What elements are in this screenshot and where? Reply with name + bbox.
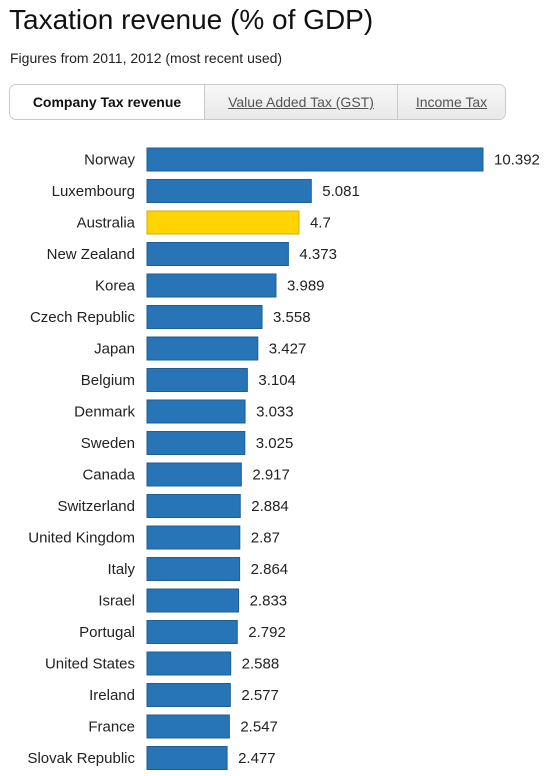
value-label: 2.864 [251, 561, 289, 578]
bar[interactable] [146, 651, 232, 676]
category-label: Ireland [89, 687, 135, 704]
value-label: 2.87 [251, 530, 280, 547]
category-label: Portugal [79, 624, 135, 641]
value-label: 3.558 [273, 309, 311, 326]
value-label: 2.547 [240, 719, 278, 736]
value-label: 2.792 [248, 624, 286, 641]
value-label: 2.577 [241, 687, 279, 704]
bar[interactable] [146, 147, 484, 172]
bar[interactable] [146, 273, 277, 298]
value-label: 5.081 [322, 183, 360, 200]
category-label: Czech Republic [30, 309, 136, 326]
value-label: 4.373 [299, 246, 337, 263]
bar[interactable] [146, 525, 241, 550]
value-label: 3.104 [258, 372, 296, 389]
tab-value-added-tax[interactable]: Value Added Tax (GST) [204, 85, 397, 119]
bar[interactable] [146, 336, 259, 361]
value-label: 4.7 [310, 215, 331, 232]
bar[interactable] [146, 399, 246, 424]
category-label: Australia [77, 215, 136, 232]
tab-bar: Company Tax revenue Value Added Tax (GST… [9, 84, 506, 120]
bar[interactable] [146, 620, 238, 644]
category-label: Switzerland [57, 498, 135, 515]
bar[interactable] [146, 588, 240, 613]
bar[interactable] [146, 714, 230, 739]
tab-income-tax[interactable]: Income Tax [397, 85, 505, 119]
tab-company-tax[interactable]: Company Tax revenue [10, 85, 204, 119]
page-title: Taxation revenue (% of GDP) [9, 4, 374, 35]
category-label: Denmark [74, 404, 135, 421]
bar[interactable] [146, 557, 241, 581]
bar-highlighted[interactable] [146, 210, 300, 235]
category-label: Luxembourg [52, 183, 135, 200]
page-subtitle: Figures from 2011, 2012 (most recent use… [10, 50, 283, 66]
bar[interactable] [146, 242, 289, 266]
category-label: France [88, 719, 135, 736]
category-label: Japan [94, 341, 135, 358]
bar-chart: Norway 10.392 Luxembourg 5.081 Australia 4.7 N… [27, 147, 540, 770]
value-label: 2.833 [250, 593, 288, 610]
bar[interactable] [146, 305, 263, 329]
bar[interactable] [146, 179, 312, 203]
bar[interactable] [146, 494, 241, 518]
value-label: 10.392 [494, 152, 540, 169]
category-label: Canada [82, 467, 135, 484]
category-label: Sweden [81, 435, 135, 452]
category-label: Norway [84, 152, 135, 169]
value-label: 2.917 [252, 467, 290, 484]
category-label: United States [45, 656, 135, 673]
value-label: 3.025 [256, 435, 294, 452]
value-label: 2.884 [251, 498, 289, 515]
value-label: 3.989 [287, 278, 325, 295]
value-label: 3.033 [256, 404, 294, 421]
category-label: United Kingdom [28, 530, 135, 547]
value-label: 3.427 [269, 341, 307, 358]
value-label: 2.588 [242, 656, 280, 673]
category-label: Korea [95, 278, 136, 295]
category-label: Italy [107, 561, 135, 578]
category-label: New Zealand [47, 246, 135, 263]
category-label: Israel [98, 593, 135, 610]
bar[interactable] [146, 368, 248, 392]
category-label: Belgium [81, 372, 135, 389]
bar[interactable] [146, 746, 228, 770]
bar[interactable] [146, 683, 231, 707]
category-label: Slovak Republic [27, 750, 135, 767]
bar[interactable] [146, 431, 246, 455]
bar[interactable] [146, 462, 242, 487]
value-label: 2.477 [238, 750, 276, 767]
